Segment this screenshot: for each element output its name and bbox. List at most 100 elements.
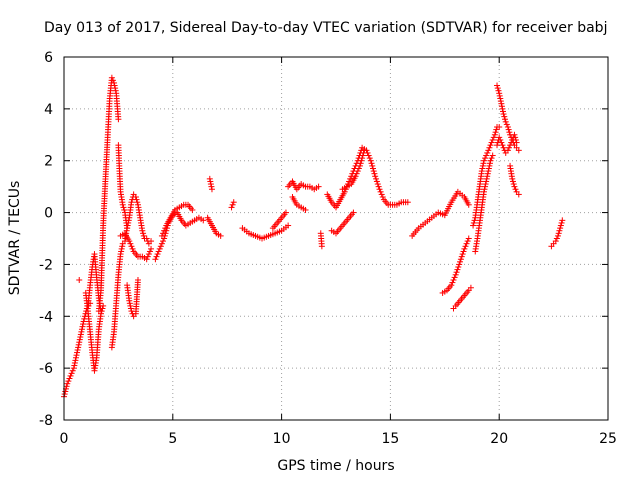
y-tick-label: -4 bbox=[39, 309, 53, 325]
data-point bbox=[112, 85, 119, 92]
data-point bbox=[504, 147, 511, 154]
data-point bbox=[71, 359, 78, 366]
data-point bbox=[358, 157, 365, 164]
data-point bbox=[498, 103, 505, 110]
data-point bbox=[486, 160, 493, 167]
data-point bbox=[350, 209, 357, 216]
x-tick-label: 20 bbox=[490, 431, 508, 447]
data-point bbox=[207, 178, 214, 185]
data-point bbox=[512, 186, 519, 193]
data-point bbox=[229, 201, 236, 208]
data-point bbox=[366, 155, 373, 162]
data-point bbox=[126, 300, 133, 307]
data-point bbox=[461, 245, 468, 252]
data-point bbox=[484, 149, 491, 156]
data-point bbox=[125, 219, 132, 226]
data-point bbox=[373, 175, 380, 182]
data-point bbox=[486, 144, 493, 151]
data-point bbox=[488, 155, 495, 162]
data-point bbox=[458, 253, 465, 260]
data-point bbox=[498, 139, 505, 146]
data-point bbox=[507, 142, 514, 149]
data-point bbox=[118, 245, 125, 252]
data-point bbox=[71, 362, 78, 369]
data-point bbox=[72, 354, 79, 361]
data-point bbox=[555, 230, 562, 237]
data-point bbox=[315, 183, 322, 190]
data-point bbox=[462, 243, 469, 250]
data-point bbox=[76, 339, 83, 346]
data-point bbox=[133, 196, 140, 203]
data-point bbox=[189, 206, 196, 213]
data-point bbox=[510, 181, 517, 188]
data-point bbox=[374, 181, 381, 188]
data-point bbox=[482, 155, 489, 162]
data-point bbox=[367, 157, 374, 164]
y-tick-label: -2 bbox=[39, 257, 53, 273]
data-points bbox=[61, 74, 566, 400]
data-point bbox=[155, 248, 162, 255]
data-point bbox=[124, 225, 131, 232]
data-point bbox=[451, 274, 458, 281]
data-point bbox=[557, 222, 564, 229]
data-point bbox=[79, 323, 86, 330]
y-tick-label: 4 bbox=[44, 102, 53, 118]
data-point bbox=[80, 318, 87, 325]
data-point bbox=[484, 170, 491, 177]
data-point bbox=[355, 165, 362, 172]
data-point bbox=[465, 235, 472, 242]
data-point bbox=[74, 349, 81, 356]
data-point bbox=[488, 139, 495, 146]
data-point bbox=[77, 334, 84, 341]
data-point bbox=[369, 162, 376, 169]
data-point bbox=[452, 271, 459, 278]
data-point bbox=[559, 217, 566, 224]
data-point bbox=[347, 175, 354, 182]
data-point bbox=[357, 160, 364, 167]
data-point bbox=[470, 222, 477, 229]
data-point bbox=[454, 266, 461, 273]
data-point bbox=[368, 160, 375, 167]
data-point bbox=[161, 227, 168, 234]
data-point bbox=[115, 116, 122, 123]
data-point bbox=[208, 186, 215, 193]
data-point bbox=[140, 230, 147, 237]
data-point bbox=[479, 165, 486, 172]
data-point bbox=[455, 264, 462, 271]
data-point bbox=[146, 248, 153, 255]
data-point bbox=[506, 129, 513, 136]
plot-frame bbox=[63, 56, 609, 421]
data-point bbox=[121, 206, 128, 213]
data-point bbox=[302, 206, 309, 213]
data-point bbox=[230, 199, 237, 206]
data-point bbox=[65, 378, 72, 385]
data-point bbox=[496, 92, 503, 99]
data-point bbox=[499, 142, 506, 149]
data-point bbox=[359, 155, 366, 162]
data-point bbox=[450, 276, 457, 283]
data-point bbox=[503, 121, 510, 128]
data-point bbox=[143, 235, 150, 242]
x-axis-title: GPS time / hours bbox=[277, 458, 394, 474]
data-point bbox=[490, 134, 497, 141]
data-point bbox=[127, 240, 134, 247]
data-point bbox=[67, 372, 74, 379]
data-point bbox=[497, 95, 504, 102]
data-point bbox=[502, 118, 509, 125]
data-point bbox=[448, 282, 455, 289]
data-point bbox=[513, 139, 520, 146]
data-point bbox=[494, 85, 501, 92]
data-point bbox=[134, 199, 141, 206]
data-point bbox=[489, 152, 496, 159]
data-point bbox=[484, 173, 491, 180]
data-point bbox=[554, 232, 561, 239]
data-point bbox=[158, 240, 165, 247]
data-point bbox=[471, 217, 478, 224]
data-point bbox=[126, 238, 133, 245]
data-point bbox=[465, 201, 472, 208]
data-point bbox=[482, 183, 489, 190]
data-point bbox=[377, 188, 384, 195]
data-point bbox=[485, 168, 492, 175]
data-point bbox=[61, 391, 68, 398]
data-point bbox=[74, 346, 81, 353]
